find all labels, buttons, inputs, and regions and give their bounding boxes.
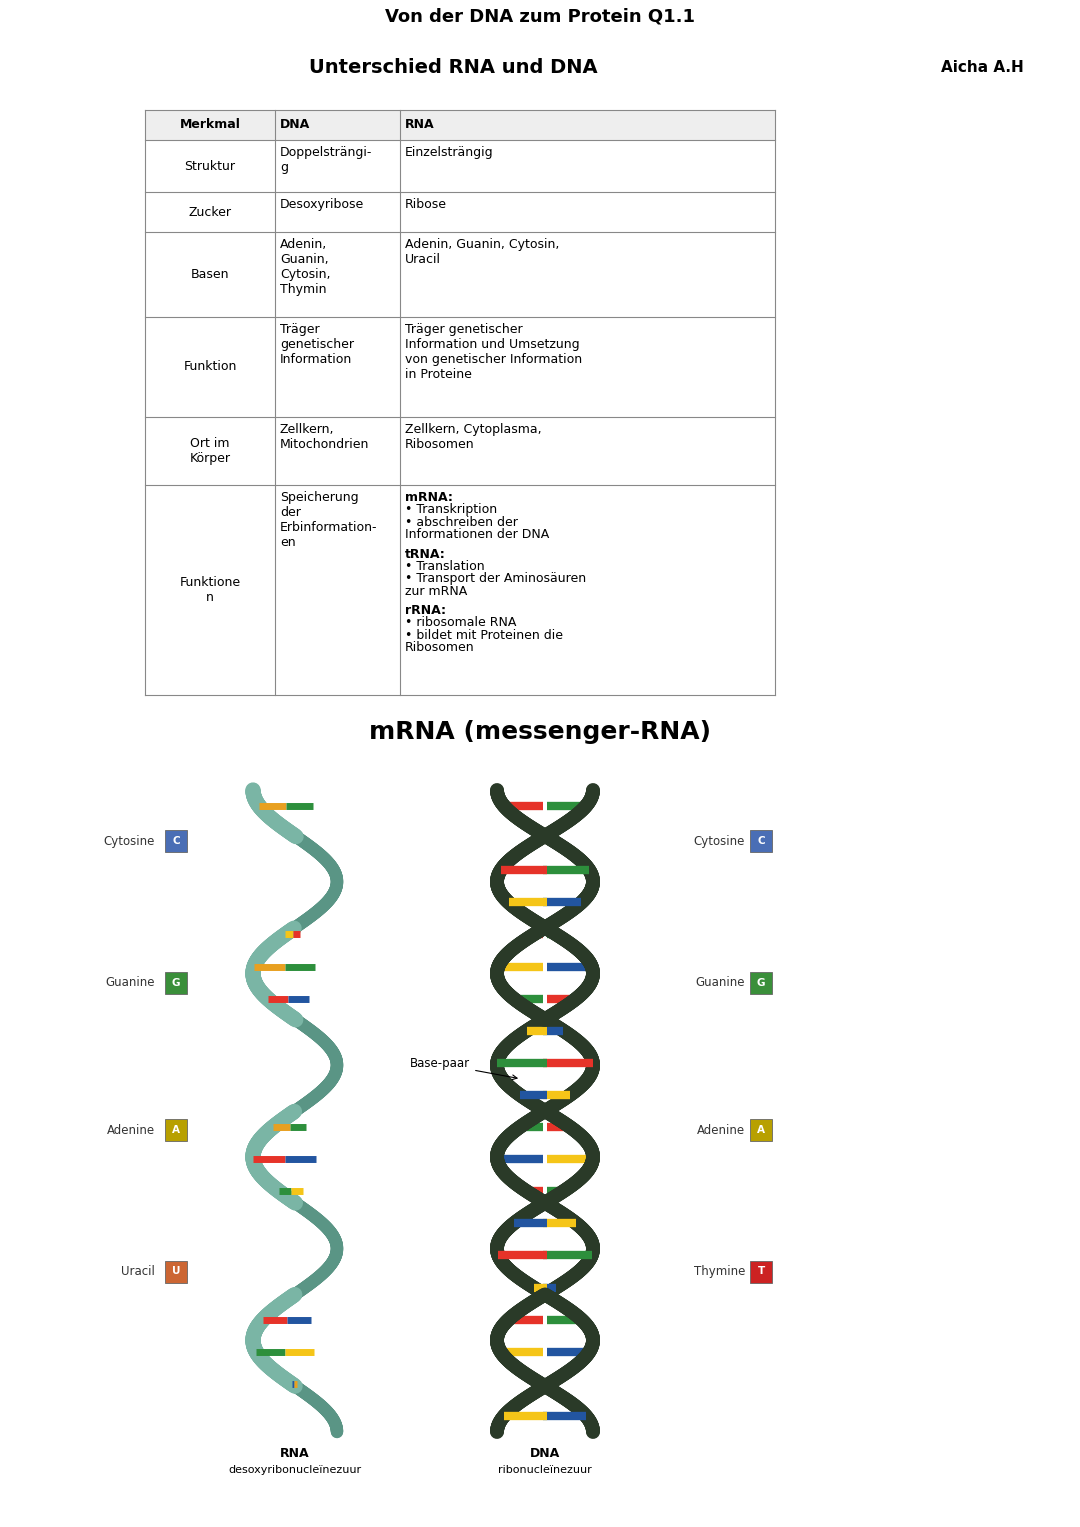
Text: Guanine: Guanine <box>106 976 156 989</box>
Text: zur mRNA: zur mRNA <box>405 585 468 597</box>
Text: RNA: RNA <box>405 119 434 131</box>
Text: • Translation: • Translation <box>405 560 485 573</box>
Text: Zucker: Zucker <box>189 206 231 218</box>
Bar <box>165 1260 187 1283</box>
Bar <box>165 1119 187 1141</box>
Text: RNA: RNA <box>280 1448 310 1460</box>
Text: rRNA:: rRNA: <box>405 605 446 617</box>
Text: Ribosomen: Ribosomen <box>405 641 474 654</box>
Text: desoxyribonucleïnezuur: desoxyribonucleïnezuur <box>229 1464 362 1475</box>
Text: • bildet mit Proteinen die: • bildet mit Proteinen die <box>405 629 563 641</box>
Text: G: G <box>757 977 766 988</box>
Bar <box>165 831 187 852</box>
Text: Aicha A.H: Aicha A.H <box>942 60 1024 75</box>
Text: Merkmal: Merkmal <box>179 119 241 131</box>
Text: Unterschied RNA und DNA: Unterschied RNA und DNA <box>309 58 598 76</box>
Text: DNA: DNA <box>280 119 310 131</box>
Text: Zellkern, Cytoplasma,
Ribosomen: Zellkern, Cytoplasma, Ribosomen <box>405 423 542 450</box>
Text: Einzelsträngig: Einzelsträngig <box>405 147 494 159</box>
Text: Adenine: Adenine <box>697 1124 745 1136</box>
Bar <box>750 1260 772 1283</box>
Text: Cytosine: Cytosine <box>693 835 745 847</box>
Text: T: T <box>757 1266 765 1277</box>
Bar <box>145 110 775 140</box>
Text: Basen: Basen <box>191 269 229 281</box>
Text: • Transkription: • Transkription <box>405 504 497 516</box>
Text: Cytosine: Cytosine <box>104 835 156 847</box>
Text: Uracil: Uracil <box>121 1264 156 1278</box>
Text: Thymine: Thymine <box>693 1264 745 1278</box>
Text: Speicherung
der
Erbinformation-
en: Speicherung der Erbinformation- en <box>280 492 378 550</box>
Text: mRNA:: mRNA: <box>405 492 453 504</box>
Text: U: U <box>172 1266 180 1277</box>
Text: DNA: DNA <box>530 1448 561 1460</box>
Bar <box>750 971 772 994</box>
Text: Adenin, Guanin, Cytosin,
Uracil: Adenin, Guanin, Cytosin, Uracil <box>405 238 559 266</box>
Text: Träger
genetischer
Information: Träger genetischer Information <box>280 324 354 366</box>
Text: Adenine: Adenine <box>107 1124 156 1136</box>
Text: • ribosomale RNA: • ribosomale RNA <box>405 617 516 629</box>
Text: • abschreiben der: • abschreiben der <box>405 516 518 528</box>
Text: A: A <box>172 1125 180 1135</box>
Text: Von der DNA zum Protein Q1.1: Von der DNA zum Protein Q1.1 <box>384 8 696 24</box>
Bar <box>750 1119 772 1141</box>
Text: Funktion: Funktion <box>184 360 237 374</box>
Text: Informationen der DNA: Informationen der DNA <box>405 528 550 541</box>
Bar <box>750 831 772 852</box>
Text: G: G <box>172 977 180 988</box>
Text: Desoxyribose: Desoxyribose <box>280 199 364 211</box>
Text: C: C <box>757 837 765 846</box>
Text: Struktur: Struktur <box>185 159 235 173</box>
Text: ribonucleïnezuur: ribonucleïnezuur <box>498 1464 592 1475</box>
Text: C: C <box>172 837 179 846</box>
Text: Doppelsträngi-
g: Doppelsträngi- g <box>280 147 373 174</box>
Text: Ribose: Ribose <box>405 199 447 211</box>
Text: Funktione
n: Funktione n <box>179 576 241 605</box>
Text: Träger genetischer
Information und Umsetzung
von genetischer Information
in Prot: Träger genetischer Information und Umset… <box>405 324 582 382</box>
Text: Base-paar: Base-paar <box>410 1057 517 1080</box>
Text: • Transport der Aminosäuren: • Transport der Aminosäuren <box>405 573 586 585</box>
Text: Ort im
Körper: Ort im Körper <box>189 437 230 466</box>
Text: mRNA (messenger-RNA): mRNA (messenger-RNA) <box>369 721 711 744</box>
Text: Adenin,
Guanin,
Cytosin,
Thymin: Adenin, Guanin, Cytosin, Thymin <box>280 238 330 296</box>
Text: Zellkern,
Mitochondrien: Zellkern, Mitochondrien <box>280 423 369 450</box>
Text: A: A <box>757 1125 765 1135</box>
Bar <box>165 971 187 994</box>
Text: Guanine: Guanine <box>696 976 745 989</box>
Text: tRNA:: tRNA: <box>405 548 446 560</box>
